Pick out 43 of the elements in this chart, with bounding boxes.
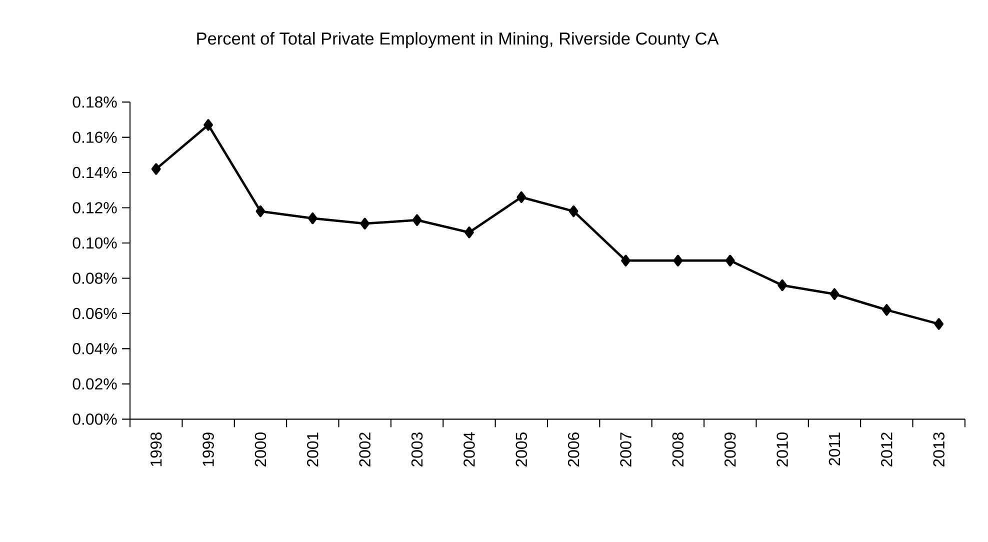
x-tick-label: 2000 [254, 432, 266, 466]
point [568, 205, 578, 218]
x-tick-label: 2008 [672, 432, 684, 466]
point [934, 318, 944, 330]
x-tick-label: 2003 [411, 432, 423, 466]
y-tick-label: 0.10% [72, 237, 117, 249]
x-tick-label: 2013 [933, 432, 944, 466]
x-tick-label: 2001 [307, 432, 318, 466]
y-tick-label: 0.18% [72, 96, 117, 108]
y-tick-label: 0.12% [72, 202, 117, 214]
x-tick-label: 2011 [828, 432, 840, 466]
point [882, 304, 892, 316]
point [360, 218, 370, 230]
x-tick-label: 1998 [150, 432, 162, 466]
y-tick-label: 0.02% [72, 378, 117, 390]
point [204, 119, 213, 131]
point [151, 163, 161, 175]
point [308, 212, 318, 224]
x-tick-label: 2007 [620, 432, 632, 466]
chart-title: Percent of Total Private Employment in Mining, Riverside County CA [197, 32, 719, 48]
y-tick-label: 0.16% [72, 132, 117, 143]
x-tick-label: 2004 [464, 432, 475, 466]
point [830, 288, 840, 300]
x-tick-label: 1999 [202, 432, 214, 466]
point [256, 205, 266, 218]
x-tick-label: 2005 [516, 432, 528, 466]
point [778, 279, 787, 292]
x-tick-label: 2002 [359, 432, 370, 466]
point [673, 254, 683, 266]
point [725, 254, 735, 266]
x-tick-label: 2009 [724, 432, 736, 466]
y-tick-label: 0.00% [72, 414, 117, 425]
y-tick-label: 0.04% [72, 343, 117, 354]
x-tick-label: 2006 [568, 432, 580, 466]
point [464, 226, 474, 238]
y-tick-label: 0.06% [72, 308, 117, 320]
point [412, 214, 422, 226]
point [516, 191, 526, 204]
x-tick-label: 2012 [881, 432, 892, 466]
x-tick-label: 2010 [776, 432, 788, 466]
point [621, 254, 630, 266]
y-tick-label: 0.14% [72, 166, 117, 178]
y-tick-label: 0.08% [72, 272, 117, 284]
